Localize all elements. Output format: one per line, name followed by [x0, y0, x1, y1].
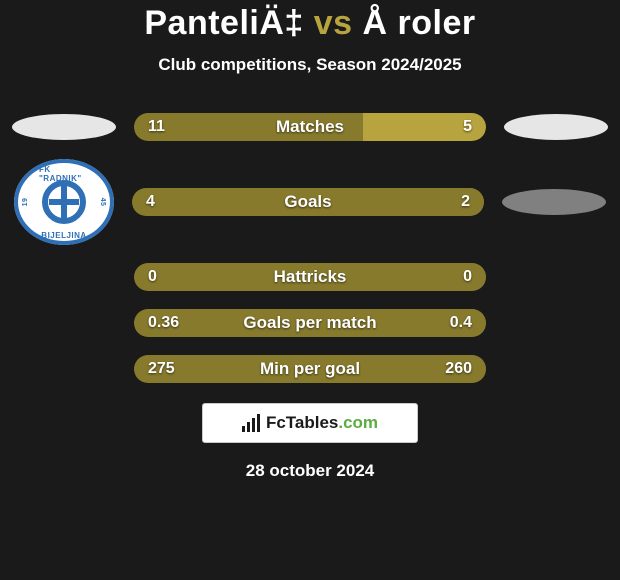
- stat-bar-left-fill: [134, 355, 486, 383]
- club-logo-year-r: 45: [99, 198, 106, 207]
- club-logo-mark: [42, 180, 86, 224]
- player-left-oval: [12, 114, 116, 140]
- stat-bar: Goals42: [132, 188, 484, 216]
- stat-bar: Min per goal275260: [134, 355, 486, 383]
- stat-bar-left-fill: [134, 263, 486, 291]
- club-logo-left: FK "RADNIK"BIJELJINA1945: [14, 159, 114, 245]
- title-vs: vs: [304, 4, 363, 42]
- stat-bar-right-fill: [363, 113, 486, 141]
- subtitle: Club competitions, Season 2024/2025: [0, 55, 620, 75]
- stat-bar-left-fill: [132, 188, 484, 216]
- stat-row: Min per goal275260: [0, 355, 620, 383]
- stat-bar: Goals per match0.360.4: [134, 309, 486, 337]
- date-label: 28 october 2024: [0, 461, 620, 481]
- stat-bar-base: [134, 263, 486, 291]
- brand-bars-icon: [242, 414, 260, 432]
- club-logo-year-l: 19: [22, 198, 29, 207]
- brand-text-green: .com: [338, 413, 378, 432]
- stat-row: Matches115: [0, 113, 620, 141]
- stat-bar-left-fill: [134, 113, 363, 141]
- stat-row: Hattricks00: [0, 263, 620, 291]
- title-left: PanteliÄ‡: [144, 4, 303, 42]
- stats-region: Matches115FK "RADNIK"BIJELJINA1945Goals4…: [0, 113, 620, 383]
- stat-bar-base: [132, 188, 484, 216]
- stat-bar-base: [134, 113, 486, 141]
- stat-row: Goals per match0.360.4: [0, 309, 620, 337]
- club-logo-bottom: BIJELJINA: [41, 231, 86, 240]
- stat-bar-base: [134, 355, 486, 383]
- stat-bar-base: [134, 309, 486, 337]
- title-right: Å roler: [363, 4, 476, 42]
- player-right-oval: [504, 114, 608, 140]
- stat-bar: Matches115: [134, 113, 486, 141]
- stat-bar: Hattricks00: [134, 263, 486, 291]
- comparison-card: PanteliÄ‡ vs Å roler Club competitions, …: [0, 0, 620, 481]
- page-title: PanteliÄ‡ vs Å roler: [0, 4, 620, 43]
- stat-bar-left-fill: [134, 309, 486, 337]
- brand-badge[interactable]: FcTables.com: [202, 403, 418, 443]
- stat-row: FK "RADNIK"BIJELJINA1945Goals42: [0, 159, 620, 245]
- brand-text-plain: FcTables: [266, 413, 338, 432]
- brand-text: FcTables.com: [266, 413, 378, 433]
- player-right-oval-2: [502, 189, 606, 215]
- club-logo: FK "RADNIK"BIJELJINA1945: [14, 159, 114, 245]
